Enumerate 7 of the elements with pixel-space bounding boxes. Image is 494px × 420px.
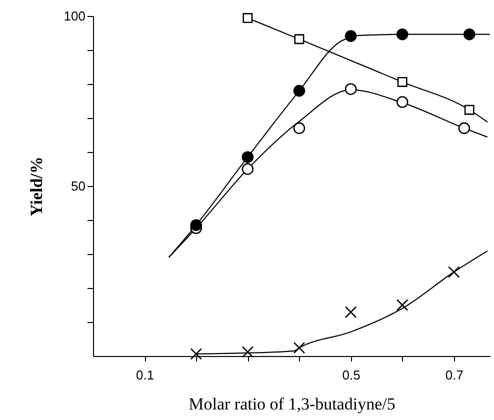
y-axis-title: Yield/% (26, 156, 46, 216)
x-tick-label: 0.5 (342, 368, 360, 382)
x-axis-title: Molar ratio of 1,3-butadiyne/5 (188, 394, 396, 414)
y-tick-label: 50 (71, 178, 86, 194)
x-tick-label: 0.7 (445, 368, 464, 382)
y-tick-label: 100 (64, 8, 86, 24)
x-tick-label: 0.1 (136, 368, 154, 382)
